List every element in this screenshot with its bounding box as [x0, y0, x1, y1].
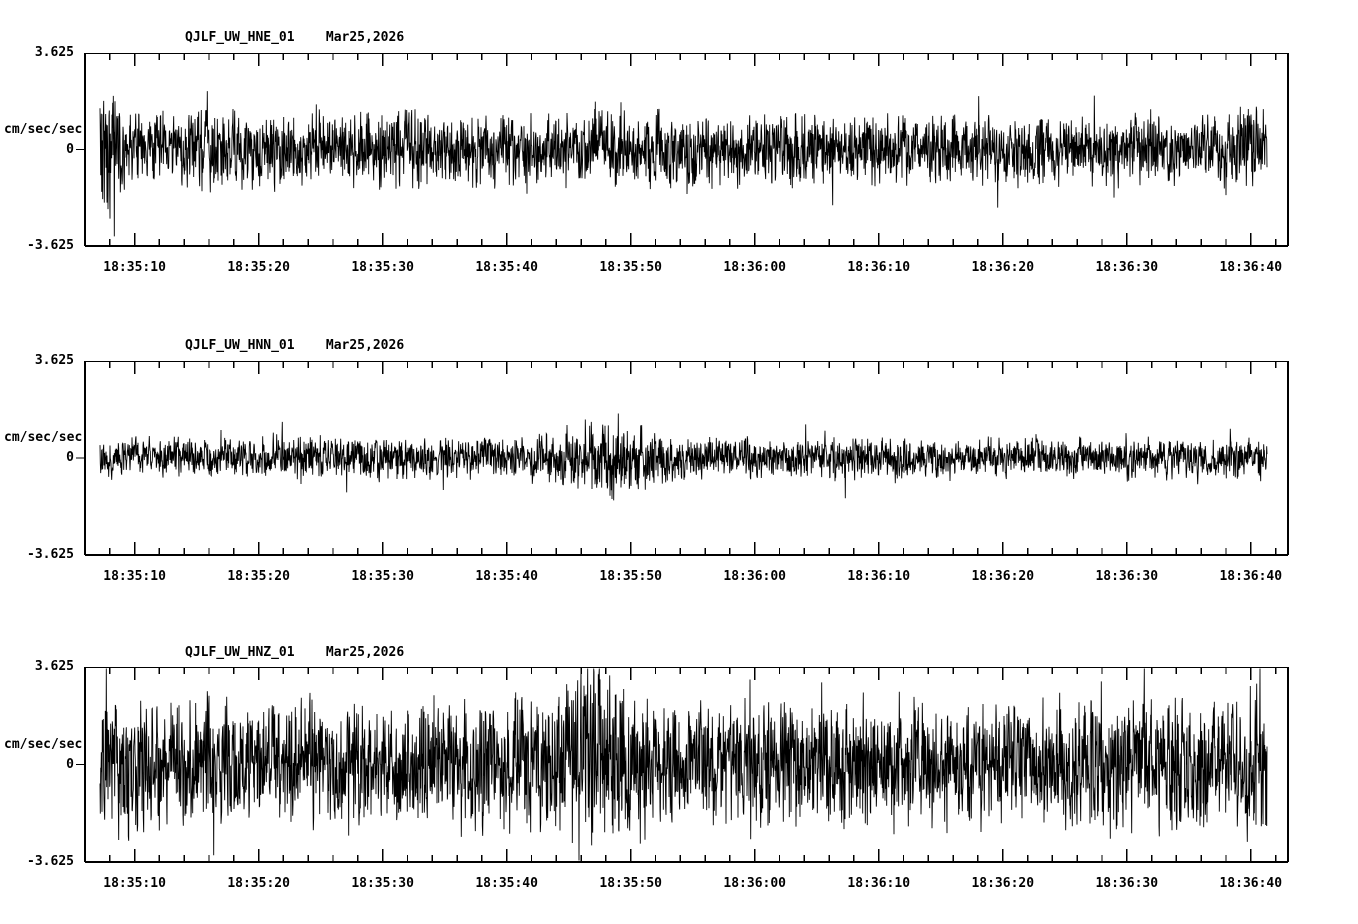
x-axis-major-ticks	[133, 53, 1252, 246]
x-axis-tick-label: 18:36:00	[723, 260, 787, 275]
y-axis-max-label-hnz: 3.625	[34, 659, 74, 674]
x-axis-tick-label: 18:36:20	[971, 569, 1035, 584]
x-axis-tick-label: 18:36:30	[1095, 260, 1159, 275]
x-axis-minor-ticks	[84, 361, 1277, 555]
y-axis-zero-label-hnn: 0	[66, 450, 74, 465]
y-axis-min-label-hnz: -3.625	[27, 854, 74, 869]
y-axis-zero-label-hne: 0	[66, 141, 74, 157]
x-axis-tick-label: 18:35:20	[227, 260, 290, 275]
plot-area-hne	[76, 53, 1289, 247]
x-axis-tick-label: 18:35:40	[475, 260, 538, 275]
y-axis-zero-label-hnz: 0	[66, 756, 74, 772]
plot-area-hnz	[76, 667, 1289, 863]
x-axis-tick-label: 18:35:20	[227, 569, 290, 584]
x-axis-tick-label: 18:35:30	[351, 876, 414, 891]
x-axis-tick-label: 18:36:20	[971, 260, 1035, 275]
y-axis-max-label-hne: 3.625	[34, 45, 74, 60]
x-axis-tick-label: 18:36:30	[1095, 876, 1159, 891]
y-axis-max-label-hnn: 3.625	[34, 353, 74, 368]
plot-area-hnn	[76, 361, 1289, 556]
x-axis-tick-label: 18:36:10	[847, 876, 911, 891]
y-axis-min-label-hnn: -3.625	[27, 547, 74, 562]
waveform-trace-hne	[99, 91, 1268, 237]
x-axis-tick-label: 18:36:00	[723, 876, 787, 891]
panel-title-hne: QJLF_UW_HNE_01 Mar25,2026	[185, 30, 405, 45]
x-axis-tick-label: 18:35:10	[103, 876, 166, 891]
plot-frame	[84, 53, 1289, 247]
x-axis-minor-ticks	[84, 667, 1277, 862]
x-axis-tick-label: 18:36:40	[1219, 876, 1283, 891]
plot-frame	[84, 667, 1289, 863]
x-axis-tick-label: 18:35:40	[475, 876, 538, 891]
y-axis-unit-label-hne: cm/sec/sec	[4, 121, 83, 137]
x-axis-tick-label: 18:35:50	[599, 260, 662, 275]
y-axis-unit-label-hnn: cm/sec/sec	[4, 430, 83, 445]
x-axis-tick-label: 18:36:40	[1219, 260, 1283, 275]
x-axis-tick-label: 18:35:50	[599, 876, 662, 891]
y-axis-min-label-hne: -3.625	[27, 238, 74, 253]
x-axis-tick-label: 18:36:20	[971, 876, 1035, 891]
x-axis-tick-label: 18:35:40	[475, 569, 538, 584]
panel-title-hnn: QJLF_UW_HNN_01 Mar25,2026	[185, 338, 405, 353]
x-axis-tick-label: 18:35:10	[103, 260, 166, 275]
x-axis-tick-label: 18:35:30	[351, 569, 414, 584]
x-axis-tick-label: 18:36:40	[1219, 569, 1283, 584]
x-axis-major-ticks	[133, 667, 1252, 862]
panel-title-hnz: QJLF_UW_HNZ_01 Mar25,2026	[185, 645, 405, 660]
waveform-trace-hnn	[99, 413, 1268, 501]
waveform-trace-hnz	[99, 668, 1268, 861]
x-axis-tick-label: 18:36:30	[1095, 569, 1159, 584]
x-axis-tick-label: 18:35:50	[599, 569, 662, 584]
x-axis-tick-label: 18:35:10	[103, 569, 166, 584]
plot-frame	[84, 361, 1289, 556]
x-axis-tick-label: 18:35:30	[351, 260, 414, 275]
x-axis-minor-ticks	[84, 53, 1277, 246]
x-axis-tick-label: 18:36:00	[723, 569, 787, 584]
y-axis-unit-label-hnz: cm/sec/sec	[4, 736, 83, 752]
x-axis-tick-label: 18:36:10	[847, 569, 911, 584]
x-axis-tick-label: 18:36:10	[847, 260, 911, 275]
x-axis-tick-label: 18:35:20	[227, 876, 290, 891]
x-axis-major-ticks	[133, 361, 1252, 555]
